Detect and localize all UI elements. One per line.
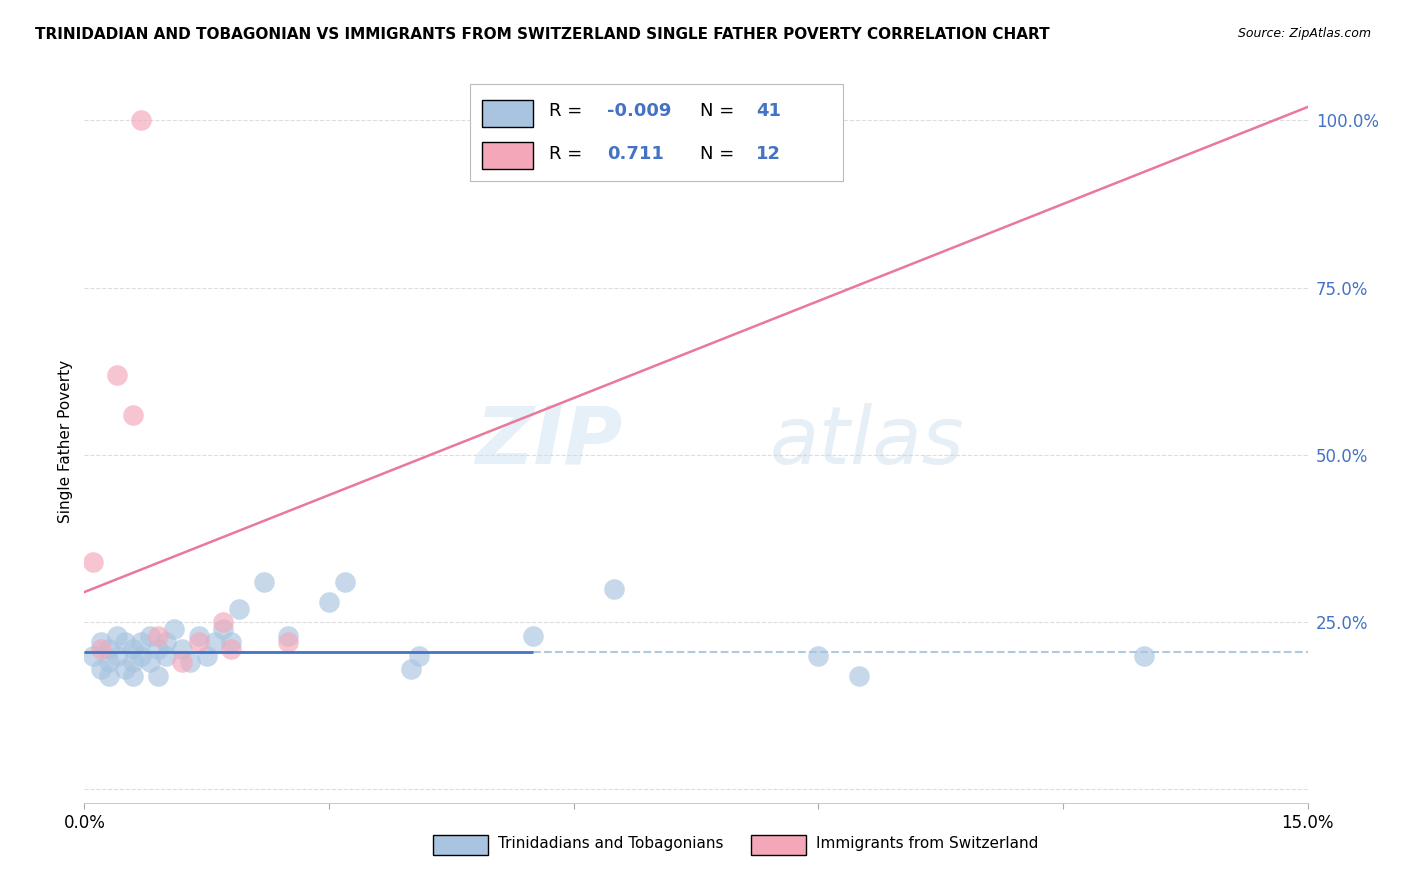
Point <box>97 669 120 683</box>
Y-axis label: Single Father Poverty: Single Father Poverty <box>58 360 73 523</box>
Point <box>82 648 104 663</box>
Point <box>204 635 226 649</box>
Point <box>90 662 112 676</box>
Text: TRINIDADIAN AND TOBAGONIAN VS IMMIGRANTS FROM SWITZERLAND SINGLE FATHER POVERTY : TRINIDADIAN AND TOBAGONIAN VS IMMIGRANTS… <box>35 27 1050 42</box>
FancyBboxPatch shape <box>751 835 806 855</box>
Point <box>277 628 299 642</box>
Point <box>399 662 422 676</box>
Point <box>228 602 250 616</box>
Text: N =: N = <box>700 145 740 163</box>
FancyBboxPatch shape <box>482 142 533 169</box>
Point <box>187 635 209 649</box>
Point <box>105 628 128 642</box>
FancyBboxPatch shape <box>470 84 842 181</box>
Point <box>138 655 160 669</box>
Point <box>138 628 160 642</box>
Text: 41: 41 <box>756 103 780 120</box>
Point <box>82 555 104 569</box>
Text: atlas: atlas <box>769 402 965 481</box>
Point <box>212 615 235 630</box>
Point <box>131 648 153 663</box>
Point <box>219 642 242 657</box>
Point <box>146 628 169 642</box>
Point <box>122 642 145 657</box>
Point <box>131 635 153 649</box>
Point <box>131 113 153 128</box>
Point <box>807 648 830 663</box>
Point <box>105 368 128 382</box>
Point <box>603 582 626 596</box>
Point <box>219 635 242 649</box>
Point <box>277 635 299 649</box>
Point <box>318 595 340 609</box>
Text: ZIP: ZIP <box>475 402 623 481</box>
Point <box>603 120 626 135</box>
Text: Immigrants from Switzerland: Immigrants from Switzerland <box>815 837 1038 852</box>
Point <box>1133 648 1156 663</box>
FancyBboxPatch shape <box>433 835 488 855</box>
Point <box>146 642 169 657</box>
Point <box>195 648 218 663</box>
Point <box>522 628 544 642</box>
Point <box>146 669 169 683</box>
FancyBboxPatch shape <box>482 100 533 128</box>
Point <box>335 575 357 590</box>
Text: -0.009: -0.009 <box>606 103 671 120</box>
Text: 0.711: 0.711 <box>606 145 664 163</box>
Point <box>97 642 120 657</box>
Point <box>172 642 194 657</box>
Point <box>114 635 136 649</box>
Point <box>155 635 177 649</box>
Point <box>848 669 870 683</box>
Point <box>105 648 128 663</box>
Point <box>212 622 235 636</box>
Point <box>179 655 201 669</box>
Point <box>187 628 209 642</box>
Point <box>122 669 145 683</box>
Point <box>155 648 177 663</box>
Point <box>97 655 120 669</box>
Text: N =: N = <box>700 103 740 120</box>
Point <box>253 575 276 590</box>
Text: R =: R = <box>550 103 588 120</box>
Point <box>163 622 186 636</box>
Point <box>90 642 112 657</box>
Point <box>122 655 145 669</box>
Text: Source: ZipAtlas.com: Source: ZipAtlas.com <box>1237 27 1371 40</box>
Text: R =: R = <box>550 145 593 163</box>
Point <box>114 662 136 676</box>
Text: 12: 12 <box>756 145 780 163</box>
Text: Trinidadians and Tobagonians: Trinidadians and Tobagonians <box>498 837 723 852</box>
Point <box>90 635 112 649</box>
Point <box>172 655 194 669</box>
Point <box>408 648 430 663</box>
Point <box>122 408 145 422</box>
